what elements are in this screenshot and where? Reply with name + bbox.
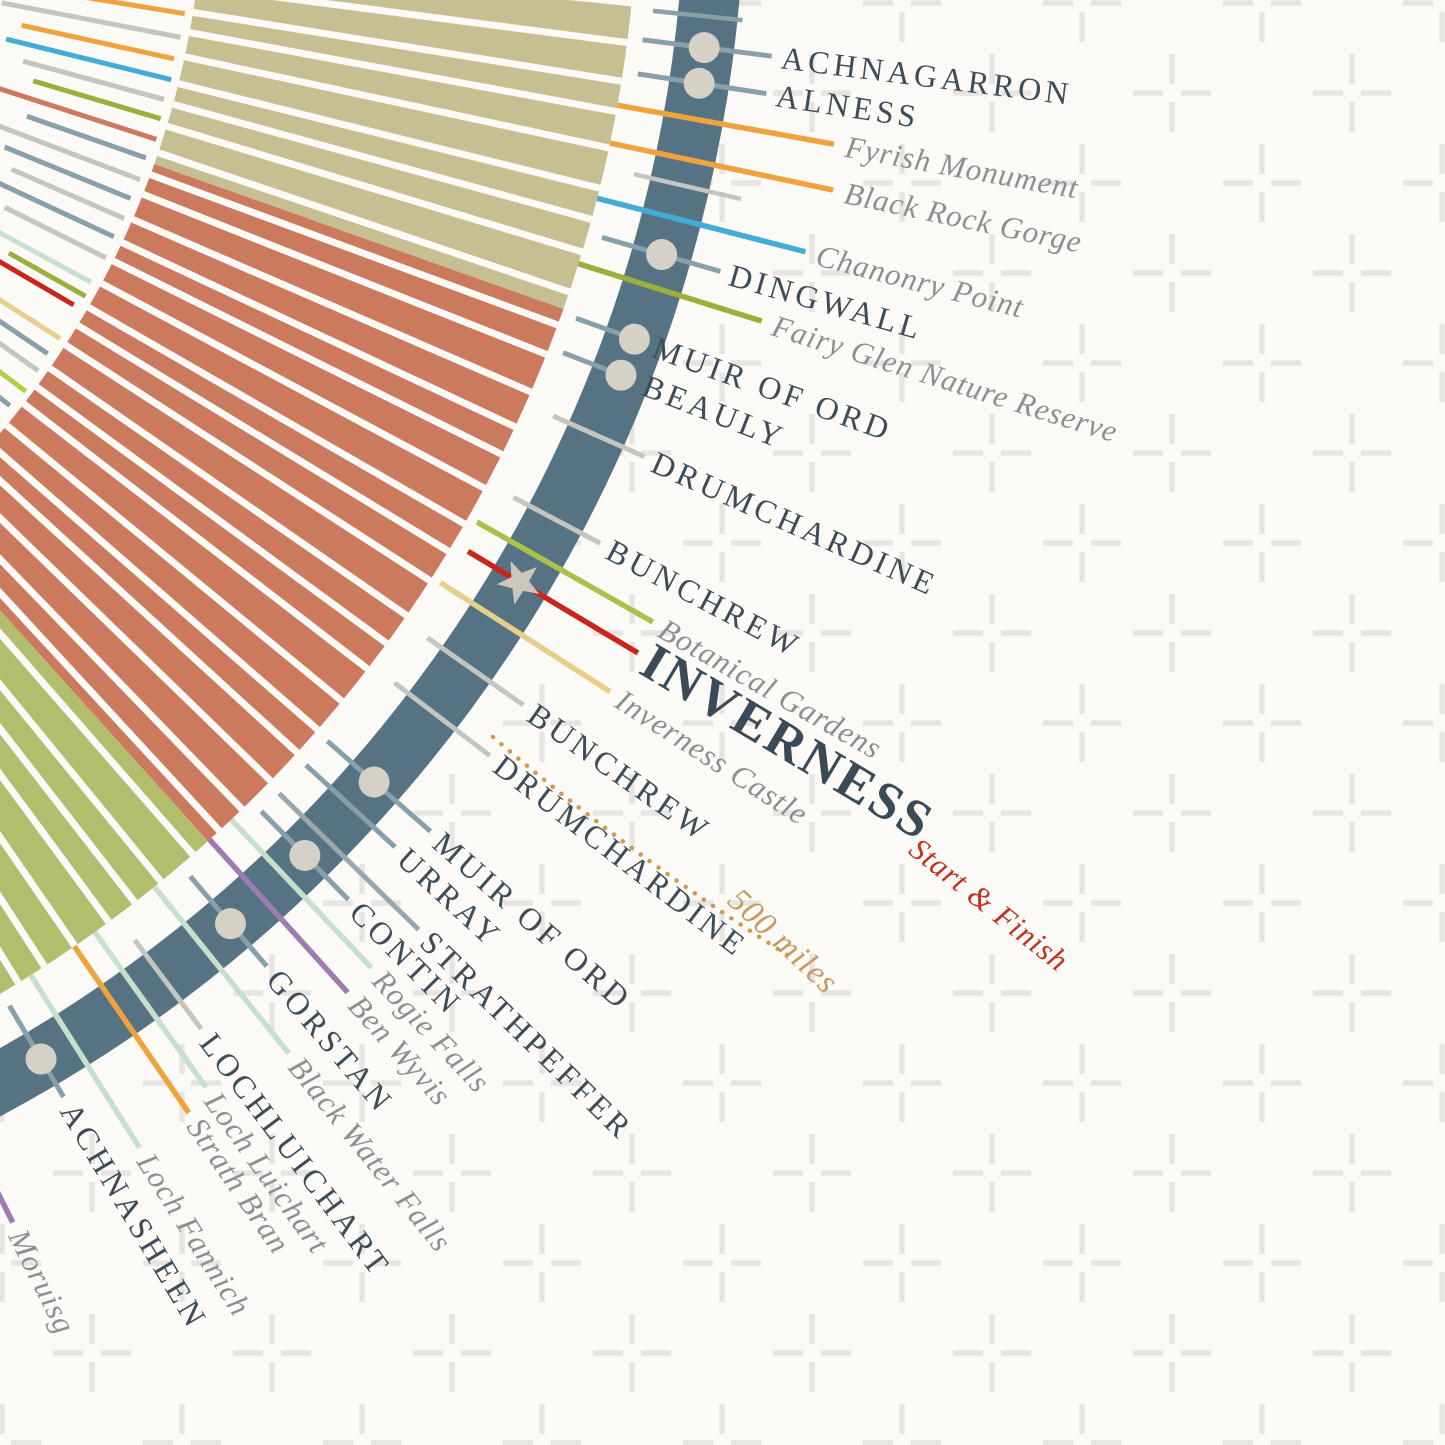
wedge-separator xyxy=(0,554,245,812)
wedge-separator xyxy=(99,280,486,492)
wedge-separator xyxy=(111,257,504,458)
wedge-separator xyxy=(0,587,222,834)
wedge-separator xyxy=(120,239,517,430)
wedge-separator xyxy=(172,101,593,223)
inner-tick xyxy=(0,180,115,240)
inner-tick xyxy=(21,22,175,62)
station-tick xyxy=(132,938,204,1031)
inner-tick xyxy=(0,340,40,373)
wedge-separator xyxy=(0,513,273,784)
inner-ring-ticks xyxy=(0,0,186,421)
station-label: BUNCHREW xyxy=(521,696,718,849)
wedge-separator xyxy=(0,628,196,857)
station-dot xyxy=(214,908,246,940)
station-label: Fairy Glen Nature Reserve xyxy=(767,308,1122,449)
station-label: Moruisg xyxy=(1,1223,83,1340)
wedge-separator xyxy=(188,29,617,115)
wedge-separator xyxy=(21,401,370,672)
wedge-separator xyxy=(0,722,138,905)
wedge-separator xyxy=(183,53,610,152)
wedge-separator xyxy=(63,342,432,584)
station-tick xyxy=(466,548,640,656)
station-tick xyxy=(438,580,612,695)
station-tick xyxy=(92,930,209,1089)
station-tick xyxy=(512,495,602,546)
elevation-wedges xyxy=(0,0,632,994)
wedge-separator xyxy=(4,422,345,704)
inner-tick xyxy=(1,0,181,40)
start-finish-star-icon xyxy=(496,560,540,605)
wedge-separator xyxy=(0,768,112,924)
station-tick xyxy=(609,140,834,193)
station-dot xyxy=(605,359,637,391)
wedge-section-terracotta xyxy=(0,164,564,842)
wedge-separator xyxy=(149,171,559,329)
station-tick xyxy=(393,680,492,758)
wedge-separator xyxy=(0,475,300,756)
wedge-separator xyxy=(47,365,409,619)
inner-tick xyxy=(3,205,107,261)
wedge-separator xyxy=(131,216,533,396)
wedge-separator xyxy=(0,447,320,733)
inner-tick xyxy=(32,78,162,122)
station-dot xyxy=(688,32,720,64)
wedge-separator xyxy=(157,149,571,296)
inner-tick xyxy=(85,0,186,17)
wedge-separator xyxy=(141,191,548,358)
station-tick xyxy=(652,8,743,23)
inner-tick xyxy=(0,230,93,285)
wedge-separator xyxy=(177,80,601,192)
station-tick xyxy=(229,817,374,970)
inner-tick xyxy=(0,258,75,308)
wedge-separator xyxy=(0,891,48,969)
station-tick xyxy=(551,413,646,459)
station-tick xyxy=(577,261,763,324)
inner-tick xyxy=(0,318,50,356)
station-dot xyxy=(358,766,390,798)
station-tick xyxy=(596,195,807,255)
wedge-separator xyxy=(0,679,164,884)
station-dot xyxy=(289,839,321,871)
inner-tick xyxy=(26,113,147,161)
station-tick xyxy=(475,519,655,625)
wedge-separator xyxy=(192,8,623,85)
inner-tick xyxy=(7,250,87,299)
station-tick xyxy=(277,791,421,932)
inner-tick xyxy=(3,144,132,201)
station-tick xyxy=(633,171,742,202)
station-tick xyxy=(152,884,291,1055)
wedge-section-olive xyxy=(0,610,208,994)
inner-tick xyxy=(0,297,62,341)
wedge-separator xyxy=(86,304,467,527)
wedge-separator xyxy=(0,831,78,948)
station-dot xyxy=(618,323,650,355)
station-dot xyxy=(646,239,678,271)
station-dots xyxy=(25,32,720,1075)
station-tick xyxy=(426,635,525,708)
inner-tick xyxy=(0,123,141,183)
station-tick xyxy=(304,763,397,849)
station-dot xyxy=(683,67,715,99)
station-tick xyxy=(616,102,835,147)
inner-tick xyxy=(10,166,126,221)
mileage-dotted-path xyxy=(490,734,795,961)
start-finish-star xyxy=(496,560,540,605)
wedge-separator xyxy=(165,122,584,256)
inner-tick xyxy=(22,58,165,102)
station-tick xyxy=(72,944,192,1115)
wedge-separator xyxy=(75,322,451,555)
station-dot xyxy=(25,1043,57,1075)
station-tick xyxy=(28,973,142,1150)
inner-tick xyxy=(5,36,172,83)
inner-tick xyxy=(0,394,12,408)
inner-tick xyxy=(0,368,28,394)
wedge-separator xyxy=(272,0,628,47)
inner-tick xyxy=(0,86,158,142)
wedge-separator xyxy=(34,383,389,647)
station-tick xyxy=(207,837,350,995)
